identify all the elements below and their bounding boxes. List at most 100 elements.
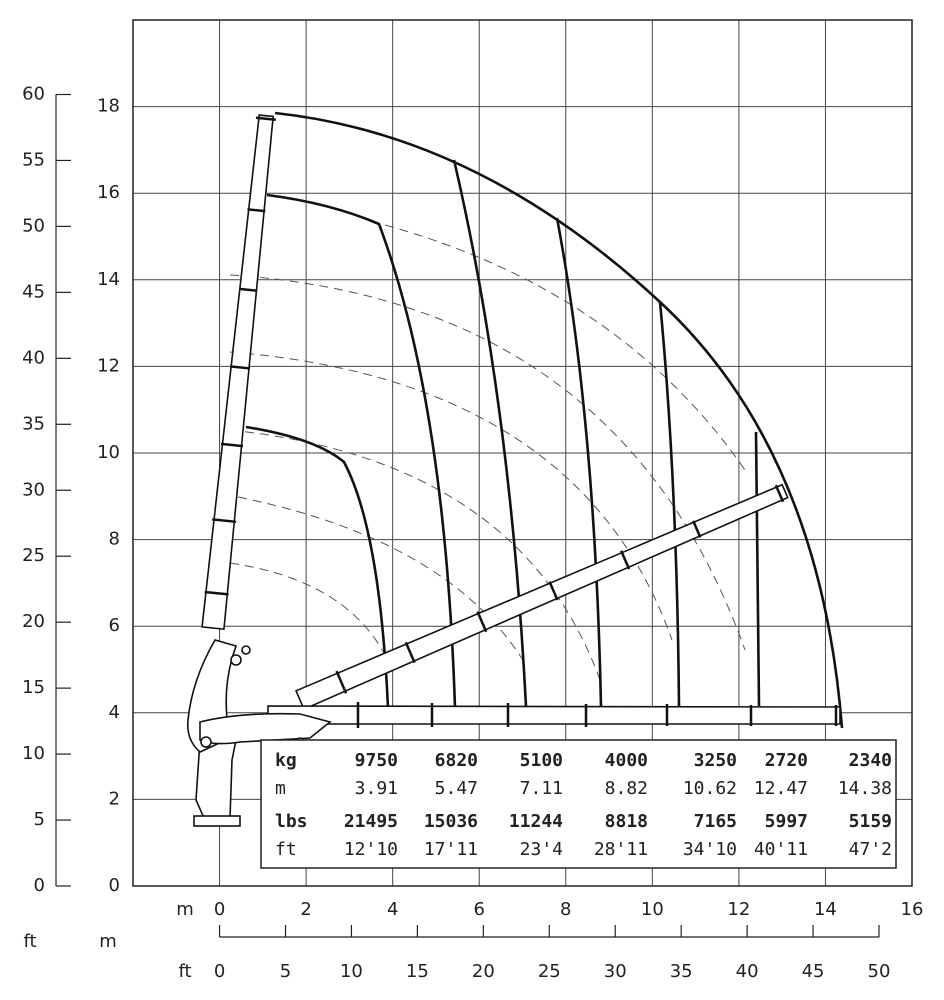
table-cell: 11244 (509, 811, 563, 832)
dashed-arc (229, 562, 386, 656)
inclined-boom (294, 483, 789, 711)
load-curve (754, 431, 761, 707)
ft-tick-label: 45 (802, 961, 825, 982)
load-curve (555, 217, 603, 707)
ft-tick-label: 15 (406, 961, 429, 982)
ft-tick-label: 10 (22, 743, 45, 764)
table-cell: 7.11 (520, 778, 563, 799)
y-tick-label: 14 (97, 269, 120, 290)
load-table-frame (260, 739, 897, 869)
table-cell: 5100 (520, 750, 563, 771)
table-row-label: m (275, 778, 286, 799)
load-curves (245, 111, 844, 729)
y-tick-label: 0 (109, 875, 120, 896)
dashed-arc (229, 351, 673, 641)
table-cell: 4000 (605, 750, 648, 771)
x-tick-label: 2 (300, 899, 311, 920)
x-tick-label: 10 (641, 899, 664, 920)
table-cell: 2340 (849, 750, 892, 771)
table-cell: 23'4 (520, 839, 563, 860)
ft-tick-label: 10 (340, 961, 363, 982)
dashed-arc (384, 224, 746, 471)
table-cell: 5997 (765, 811, 808, 832)
ft-tick-label: 30 (604, 961, 627, 982)
y-tick-label: 6 (109, 615, 120, 636)
table-row-label: ft (275, 839, 297, 860)
table-row-label: kg (275, 750, 297, 771)
ft-tick-label: 20 (472, 961, 495, 982)
load-curve (266, 193, 457, 709)
table-cell: 7165 (694, 811, 737, 832)
y-tick-label: 10 (97, 442, 120, 463)
x-tick-label: 0 (214, 899, 225, 920)
table-cell: 5159 (849, 811, 892, 832)
x-tick-label: 8 (560, 899, 571, 920)
table-cell: 21495 (344, 811, 398, 832)
table-cell: 15036 (424, 811, 478, 832)
table-row-label: lbs (275, 811, 308, 832)
table-cell: 34'10 (683, 839, 737, 860)
y-tick-label: 16 (97, 182, 120, 203)
dashed-arc (237, 496, 527, 666)
x-unit-label: m (176, 899, 194, 920)
table-cell: 3.91 (355, 778, 398, 799)
table-cell: 12.47 (754, 778, 808, 799)
ft-tick-label: 55 (22, 149, 45, 170)
y-tick-label: 12 (97, 355, 120, 376)
table-cell: 40'11 (754, 839, 808, 860)
table-cell: 14.38 (838, 778, 892, 799)
ft-tick-label: 25 (538, 961, 561, 982)
horizontal-boom (267, 702, 841, 728)
ft-tick-label: 5 (34, 809, 45, 830)
table-cell: 47'2 (849, 839, 892, 860)
x-tick-label: 12 (727, 899, 750, 920)
y-tick-label: 8 (109, 529, 120, 550)
ft-tick-label: 50 (868, 961, 891, 982)
x-tick-label: 6 (473, 899, 484, 920)
load-curve (452, 159, 528, 707)
outer-envelope (274, 111, 844, 729)
y-tick-label: 18 (97, 96, 120, 117)
ft-tick-label: 25 (22, 545, 45, 566)
table-cell: 2720 (765, 750, 808, 771)
table-cell: 8.82 (605, 778, 648, 799)
ft-tick-label: 35 (670, 961, 693, 982)
table-cell: 9750 (355, 750, 398, 771)
y2-unit-label: ft (23, 931, 36, 952)
ft-tick-label: 0 (34, 875, 45, 896)
table-cell: 28'11 (594, 839, 648, 860)
load-curve (245, 425, 390, 709)
crane-base (186, 639, 332, 827)
ft-tick-label: 40 (22, 347, 45, 368)
ft-tick-label: 45 (22, 281, 45, 302)
table-cell: 3250 (694, 750, 737, 771)
y-tick-label: 4 (109, 702, 120, 723)
table-cell: 6820 (435, 750, 478, 771)
vertical-boom (201, 114, 276, 631)
plot-frame (132, 19, 913, 887)
ft-tick-label: 30 (22, 479, 45, 500)
ft-tick-label: 40 (736, 961, 759, 982)
load-table: kg 9750 6820 5100 4000 3250 2720 2340 m 3.91 5.47 7… (275, 750, 892, 860)
ft-tick-label: 35 (22, 413, 45, 434)
dashed-arc (229, 274, 746, 651)
ft-tick-label: 60 (22, 84, 45, 105)
x-tick-label: 14 (814, 899, 837, 920)
crane-drawing (186, 114, 841, 827)
table-cell: 8818 (605, 811, 648, 832)
table-cell: 10.62 (683, 778, 737, 799)
x-tick-label: 16 (901, 899, 924, 920)
x-tick-label: 4 (387, 899, 398, 920)
y-unit-label: m (99, 931, 117, 952)
table-cell: 5.47 (435, 778, 478, 799)
table-cell: 12'10 (344, 839, 398, 860)
load-curve (658, 301, 681, 707)
ft-tick-label: 0 (214, 961, 225, 982)
x2-unit-label: ft (178, 961, 191, 982)
ft-tick-label: 20 (22, 611, 45, 632)
ft-tick-label: 5 (280, 961, 291, 982)
reach-arcs (229, 224, 746, 681)
table-cell: 17'11 (424, 839, 478, 860)
ft-tick-label: 15 (22, 677, 45, 698)
